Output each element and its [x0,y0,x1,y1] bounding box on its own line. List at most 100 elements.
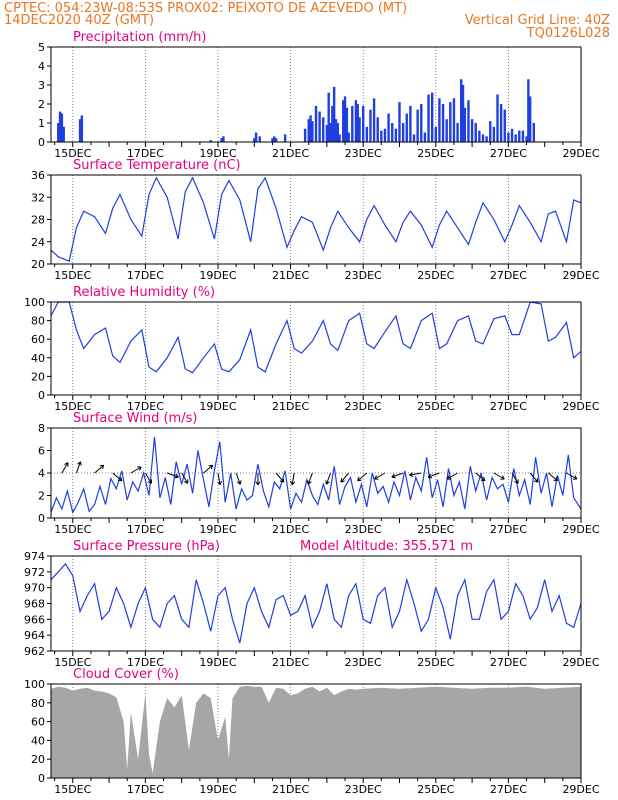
panel1-bar [271,138,274,142]
panel1-bar [383,128,387,142]
panel1-bar [427,94,430,142]
panel1-bar [325,124,329,142]
header-date: 14DEC2020 40Z (GMT) [4,13,155,28]
panel1-bar [356,104,359,142]
panel4-wind-arrow-head [446,475,452,480]
panel1-xtick-label: 25DEC [417,147,454,160]
panel6-xtick-label: 15DEC [54,783,91,796]
panel1-bar [463,107,467,142]
panel6-xtick-label: 29DEC [562,783,599,796]
panel6-xtick-label: 17DEC [127,783,164,796]
panel4-wind-arrow [94,464,105,474]
panel1-bar [481,134,485,142]
panel4-ytick-label: 0 [38,512,45,525]
panel1-bar [314,105,318,142]
panel4-wind-arrow-head [514,479,519,484]
panel1-bar [274,138,278,142]
panel1-bar [445,119,448,142]
panel2-ytick-label: 28 [31,214,45,227]
panel4-wind-arrow [275,472,285,483]
panel5-annotation: Model Altitude: 355.571 m [300,539,473,554]
panel1-bar [78,119,82,142]
panel1-bar [372,98,376,142]
panel4-wind-arrow [203,464,213,474]
panel4-wind-arrow-head [533,478,539,483]
panel4-wind-arrow [409,472,422,476]
panel4-xtick-label: 17DEC [127,523,164,536]
panel4-line [50,436,582,515]
panel4-wind-arrow-head [325,480,330,485]
panel4-wind-arrow-head [174,473,179,479]
panel1-ytick-label: 3 [38,79,45,92]
panel4-wind-arrow [130,466,142,474]
panel1-xtick-label: 21DEC [272,147,309,160]
panel1-bar [507,132,510,142]
panel6-ytick-label: 20 [31,753,45,766]
panel5-xtick-label: 19DEC [199,656,236,669]
panel4-wind-arrow [566,472,578,480]
panel1-bar [309,115,312,142]
panel1-bar [461,85,465,142]
panel1-bar [380,130,383,142]
panel1-xtick-label: 15DEC [54,147,91,160]
panel1-bar [369,109,372,142]
panel4-wind-arrow-head [137,466,142,471]
panel4-wind-arrow-head [279,478,285,483]
panel6-xtick-label: 25DEC [417,783,454,796]
panel4-xtick-label: 19DEC [199,523,236,536]
panel1-bar [327,92,330,142]
panel1-bar [467,100,470,142]
panel2-ytick-label: 36 [31,169,45,182]
panel1-ytick-label: 5 [38,41,45,54]
panel1-bar [253,138,256,142]
panel1-xtick-label: 19DEC [199,147,236,160]
panel5-xtick-label: 23DEC [345,656,382,669]
panel2-ytick-label: 20 [31,258,45,271]
panel3-xtick-label: 19DEC [199,400,236,413]
panel4-wind-arrow [61,462,69,474]
panel2-ytick-label: 24 [31,236,45,249]
panel1-bar [387,113,390,142]
panel1-bar [398,102,401,142]
panel4-ytick-label: 6 [38,445,45,458]
panel4-wind-arrow-head [236,480,242,485]
panel1-bar [503,109,506,142]
panel6-ytick-label: 80 [31,697,45,710]
panel1-bar [365,126,369,142]
panel4-wind-arrow-head [480,476,486,482]
panel1-bar [485,136,488,142]
panel1-bar [391,123,394,142]
panel1-bar [336,123,339,142]
panel1-bar [254,132,258,142]
panel2-xtick-label: 19DEC [199,269,236,282]
panel4-wind-arrow [75,461,81,474]
panel1-bar [528,96,532,142]
panel1-xtick-label: 23DEC [345,147,382,160]
panel1-ytick-label: 2 [38,98,45,111]
panel1-xtick-label: 29DEC [562,147,599,160]
panel2-ytick-label: 32 [31,191,45,204]
panel1-bar [474,123,477,142]
panel1-bar [470,119,474,142]
panel3-ytick-label: 0 [38,389,45,402]
panel1-bar [311,121,314,142]
panel1-bar [492,126,496,142]
panel1-bar [342,100,345,142]
panel6-xtick-label: 21DEC [272,783,309,796]
panel1-bar [434,126,437,142]
panel1-bar [456,123,459,142]
panel3-ytick-label: 100 [24,296,45,309]
panel1-bar [57,123,60,142]
panel1-bar [496,94,499,142]
panel4-wind-arrow [166,472,179,478]
panel5-line [50,562,582,644]
panel3-ytick-label: 40 [31,352,45,365]
panel1-bar [318,111,321,142]
panel5-frame [50,555,582,652]
panel1-bar [331,105,334,142]
panel5-title: Surface Pressure (hPa) [73,539,220,554]
panel4-wind-arrow-head [553,476,558,482]
panel1-xtick-label: 27DEC [490,147,527,160]
panel5-xtick-label: 25DEC [417,656,454,669]
panel4-wind-arrow [325,472,331,485]
